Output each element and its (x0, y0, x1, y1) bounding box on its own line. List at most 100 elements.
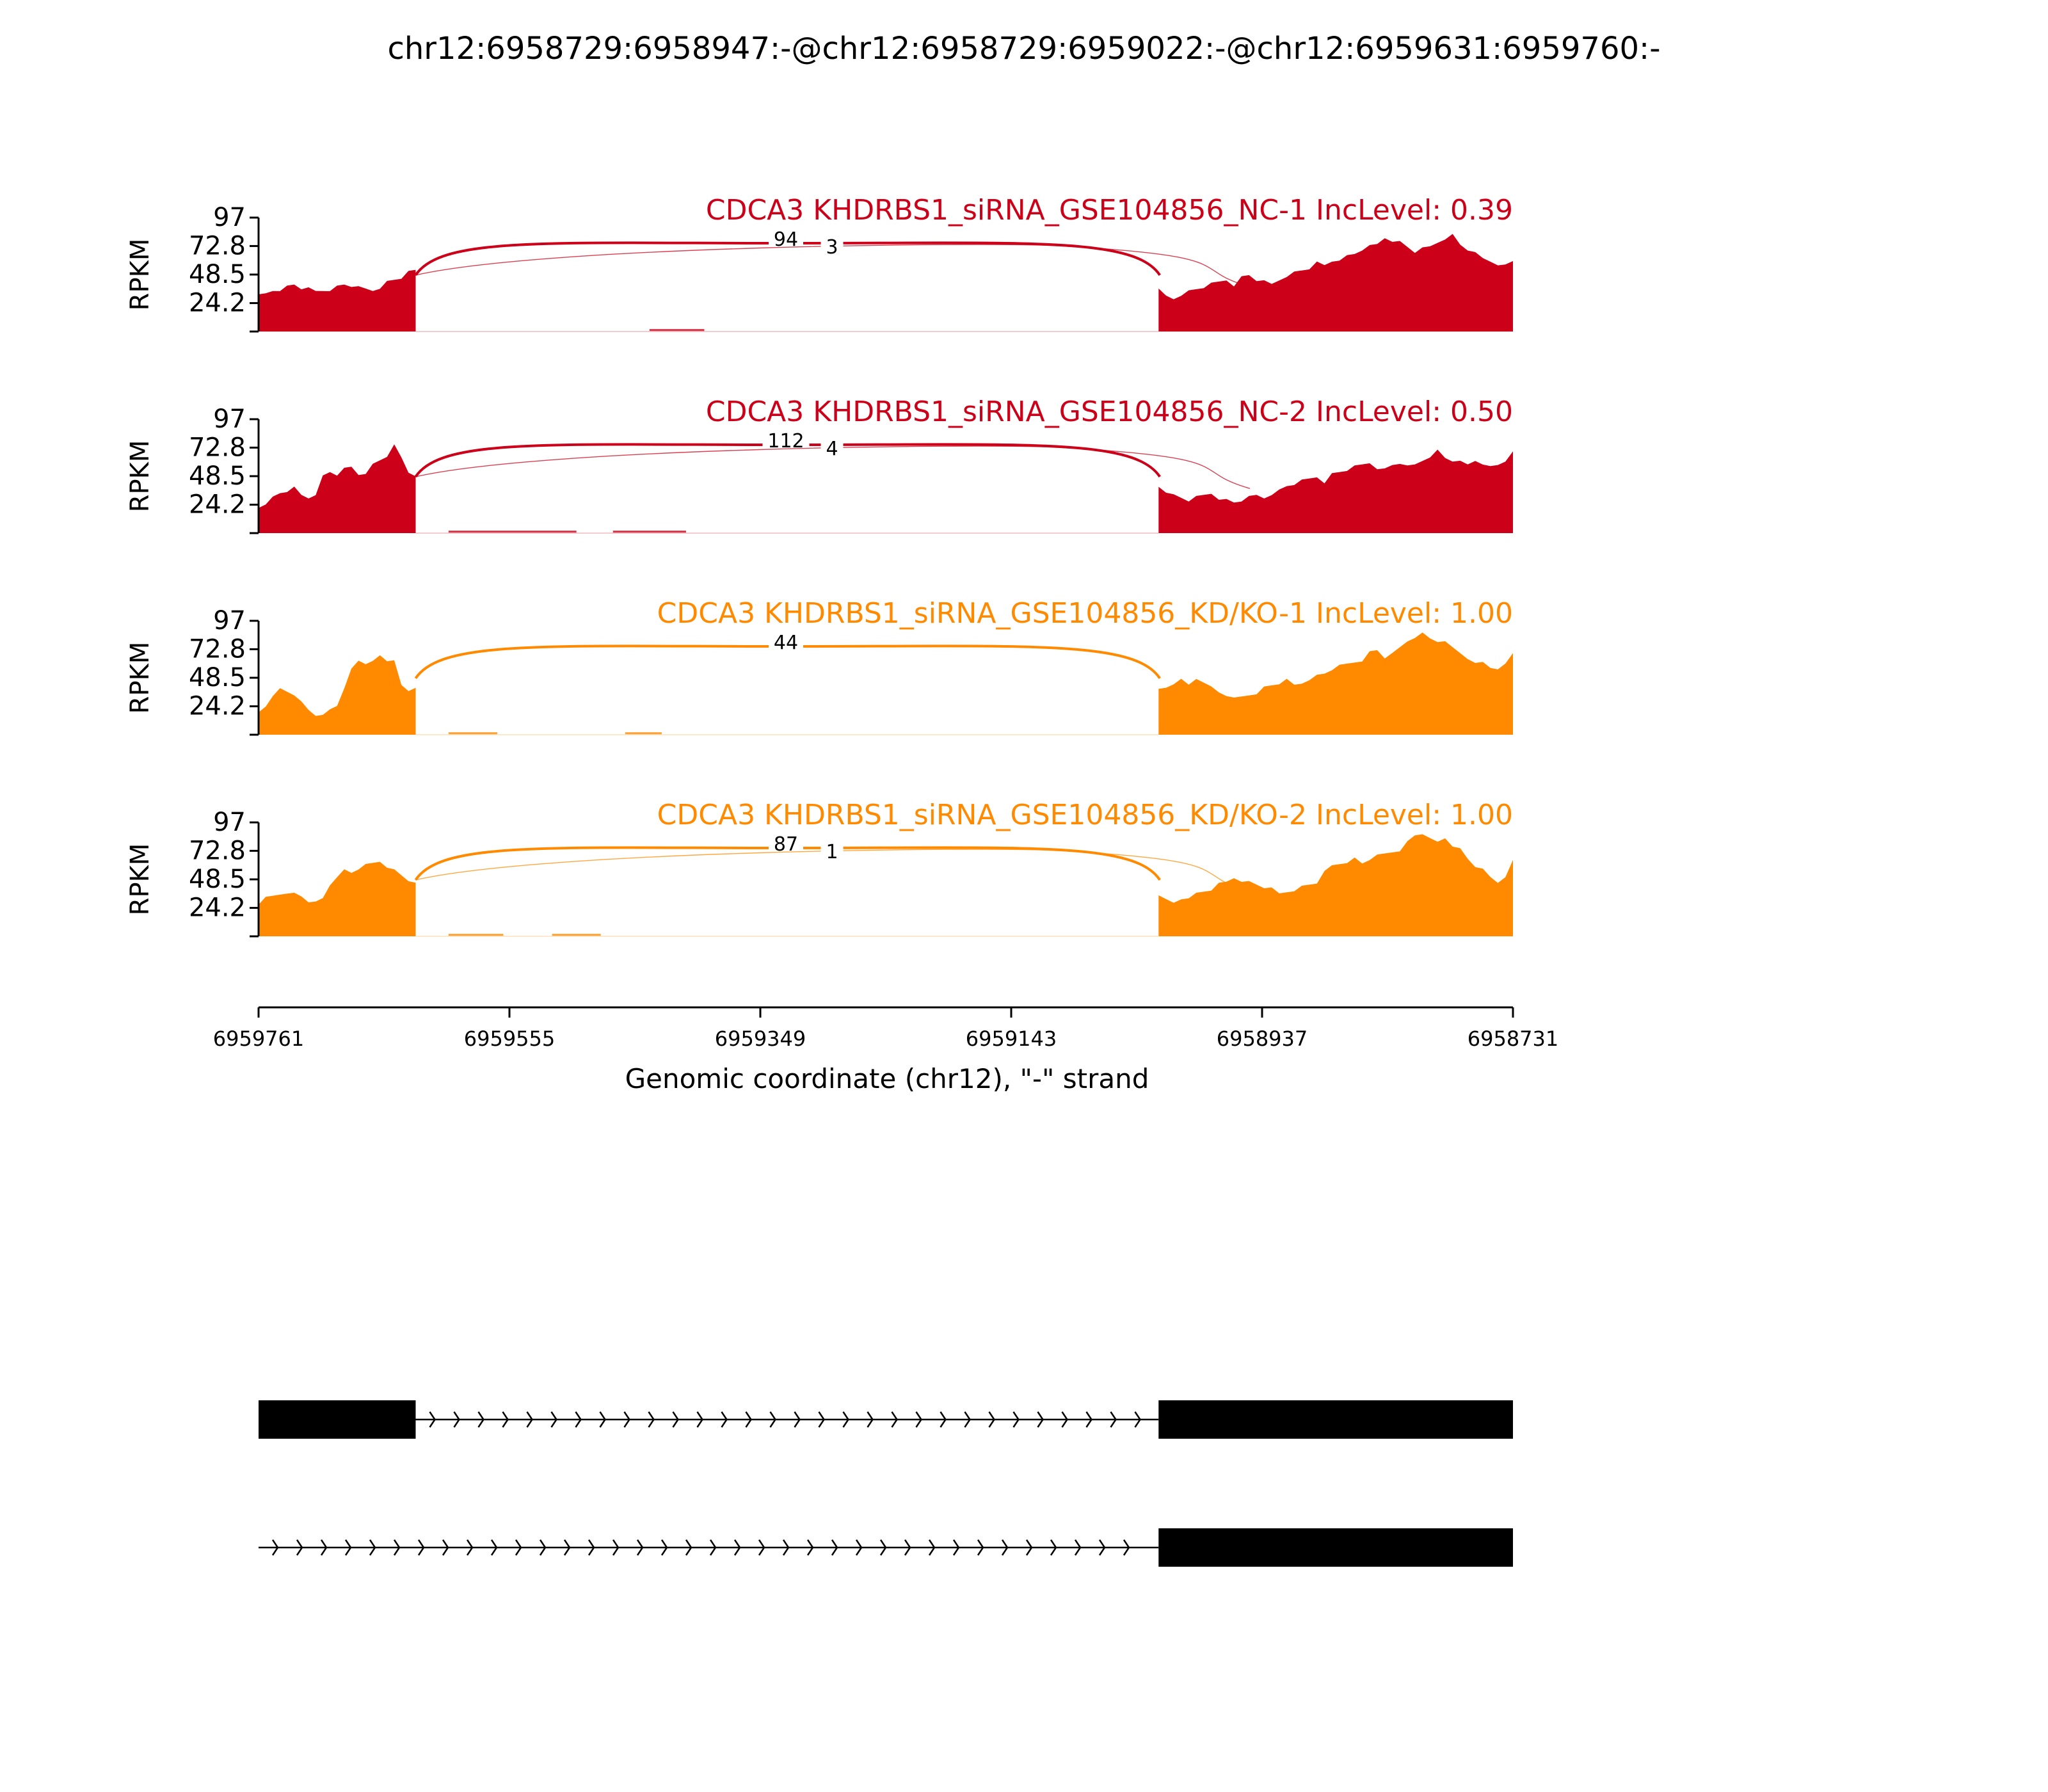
y-axis-label: RPKM (125, 642, 155, 714)
y-tick-label: 72.8 (189, 231, 246, 260)
strand-arrow-marker (782, 1539, 790, 1556)
x-axis: 6959761 6959555 6959349 6959143 6958937 69587… (213, 1006, 1559, 1094)
isoform-1 (259, 1400, 1513, 1439)
low-coverage-segment (448, 732, 497, 735)
strand-arrow-marker (320, 1539, 328, 1556)
figure-title: chr12:6958729:6958947:-@chr12:6958729:69… (387, 31, 1660, 67)
strand-arrow-marker (1012, 1411, 1020, 1428)
junction-count-label: 3 (826, 236, 838, 259)
y-axis-label: RPKM (125, 844, 155, 916)
isoform-models (259, 1400, 1513, 1567)
strand-arrow-marker (490, 1539, 498, 1556)
low-coverage-segment (612, 531, 686, 533)
strand-arrow-marker (769, 1411, 776, 1428)
y-axis-label: RPKM (125, 239, 155, 311)
junction-count-label: 4 (826, 438, 838, 460)
y-tick-label: 72.8 (189, 836, 246, 865)
y-axis-label: RPKM (125, 440, 155, 513)
strand-arrow-marker (818, 1411, 825, 1428)
track-label: CDCA3 KHDRBS1_siRNA_GSE104856_KD/KO-1 In… (657, 597, 1513, 630)
strand-arrow-marker (1025, 1539, 1033, 1556)
y-tick-label: 48.5 (189, 461, 246, 491)
strand-arrow-marker (599, 1411, 606, 1428)
coverage-area (1158, 834, 1513, 936)
strand-arrow-marker (271, 1539, 279, 1556)
strand-arrow-marker (612, 1539, 620, 1556)
y-tick-label: 48.5 (189, 663, 246, 692)
low-coverage-segment (649, 329, 705, 332)
strand-arrow-marker (429, 1411, 436, 1428)
isoform-exon (259, 1400, 416, 1439)
strand-arrow-marker (915, 1411, 922, 1428)
x-axis-label: Genomic coordinate (chr12), "-" strand (625, 1063, 1149, 1094)
junction-count-background (769, 632, 803, 654)
strand-arrow-marker (417, 1539, 425, 1556)
y-tick-label: 97 (213, 203, 246, 232)
strand-arrow-marker (952, 1539, 960, 1556)
strand-arrow-marker (539, 1539, 547, 1556)
y-tick-label: 24.2 (189, 490, 246, 520)
coverage-area (259, 861, 416, 936)
strand-arrow-marker (1037, 1411, 1044, 1428)
low-coverage-segment (625, 732, 662, 735)
strand-arrow-marker (369, 1539, 376, 1556)
strand-arrow-marker (636, 1539, 644, 1556)
y-tick-label: 24.2 (189, 692, 246, 721)
junction-count-background (820, 237, 844, 259)
junction-count-label: 44 (774, 632, 798, 654)
junction-arc-minor (415, 445, 1251, 489)
coverage-area (259, 655, 416, 735)
y-tick-label: 72.8 (189, 433, 246, 462)
low-coverage-segment (448, 531, 577, 533)
strand-arrow-marker (964, 1411, 971, 1428)
strand-arrow-marker (575, 1411, 582, 1428)
junction-count-background (820, 438, 844, 460)
x-tick-label: 6959555 (464, 1027, 556, 1051)
isoform-exon (1158, 1528, 1513, 1567)
y-tick-label: 97 (213, 404, 246, 434)
strand-arrow-marker (867, 1411, 874, 1428)
isoform-exon (1158, 1400, 1513, 1439)
coverage-area (259, 269, 416, 332)
x-tick-label: 6958731 (1468, 1027, 1559, 1051)
strand-arrow-marker (758, 1539, 765, 1556)
strand-arrow-marker (842, 1411, 849, 1428)
y-tick-label: 97 (213, 808, 246, 837)
strand-arrow-marker (550, 1411, 557, 1428)
strand-arrow-marker (733, 1539, 741, 1556)
x-tick-label: 6959143 (966, 1027, 1057, 1051)
x-tick-label: 6958937 (1217, 1027, 1308, 1051)
strand-arrow-marker (977, 1539, 984, 1556)
strand-arrow-marker (1001, 1539, 1009, 1556)
strand-arrow-marker (1061, 1411, 1068, 1428)
strand-arrow-marker (1050, 1539, 1057, 1556)
strand-arrow-marker (502, 1411, 509, 1428)
y-tick-label: 24.2 (189, 289, 246, 318)
strand-arrow-marker (696, 1411, 703, 1428)
strand-arrow-marker (526, 1411, 533, 1428)
strand-arrow-marker (709, 1539, 717, 1556)
strand-arrow-marker (794, 1411, 801, 1428)
strand-arrow-marker (745, 1411, 752, 1428)
track-label: CDCA3 KHDRBS1_siRNA_GSE104856_KD/KO-2 In… (657, 799, 1513, 831)
strand-arrow-marker (442, 1539, 449, 1556)
coverage-area (259, 444, 416, 533)
low-coverage-segment (448, 934, 504, 936)
strand-arrow-marker (660, 1539, 668, 1556)
x-tick-label: 6959349 (715, 1027, 806, 1051)
strand-arrow-marker (1074, 1539, 1082, 1556)
strand-arrow-marker (453, 1411, 460, 1428)
strand-arrow-marker (1123, 1539, 1130, 1556)
strand-arrow-marker (831, 1539, 838, 1556)
strand-arrow-marker (466, 1539, 474, 1556)
strand-arrow-marker (1110, 1411, 1117, 1428)
strand-arrow-marker (393, 1539, 401, 1556)
junction-arc-minor (415, 244, 1251, 287)
strand-arrow-marker (1085, 1411, 1092, 1428)
